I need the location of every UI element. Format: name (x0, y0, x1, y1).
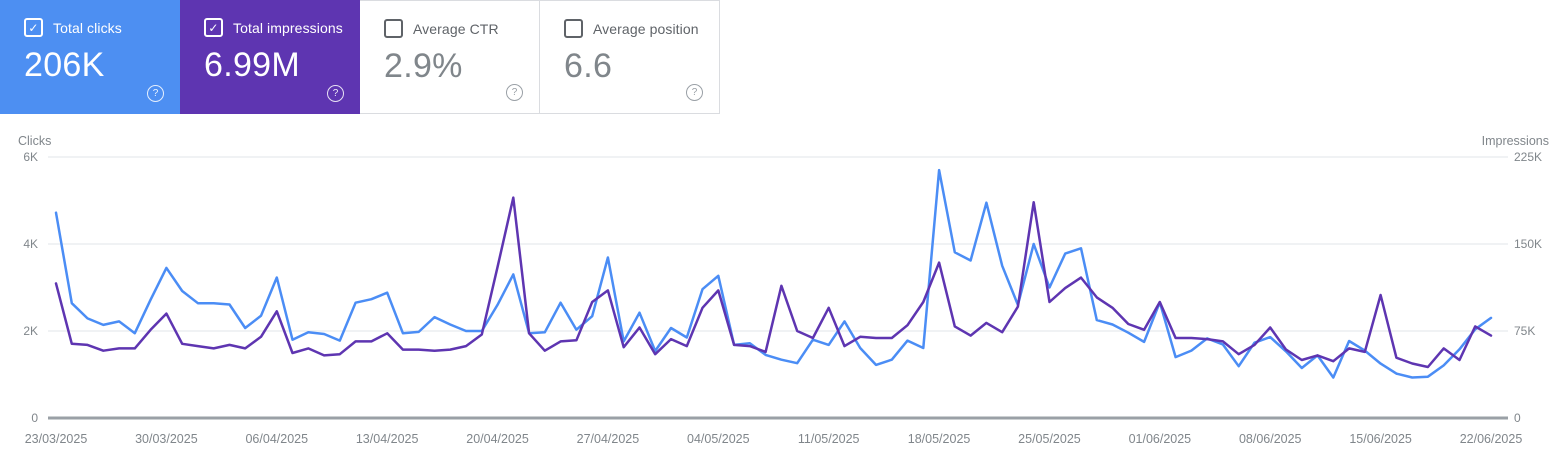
checkmark-icon: ✓ (208, 20, 219, 35)
card-label: Total impressions (233, 19, 343, 36)
average-ctr-value: 2.9% (384, 47, 463, 85)
x-axis-tick: 04/05/2025 (687, 432, 750, 446)
card-average-ctr[interactable]: Average CTR 2.9% ? (360, 0, 540, 114)
impressions-line (54, 196, 1493, 369)
card-label: Average CTR (413, 20, 499, 37)
y-axis-tick-right: 0 (1514, 411, 1521, 425)
x-axis-tick: 20/04/2025 (466, 432, 529, 446)
x-axis-tick: 30/03/2025 (135, 432, 198, 446)
x-axis-tick: 15/06/2025 (1349, 432, 1412, 446)
y-axis-tick-left: 6K (23, 150, 38, 164)
x-axis-tick: 25/05/2025 (1018, 432, 1081, 446)
y-axis-tick-right: 75K (1514, 324, 1536, 338)
card-total-impressions[interactable]: ✓ Total impressions 6.99M ? (180, 0, 360, 114)
total-impressions-checkbox[interactable]: ✓ (204, 18, 223, 37)
x-axis-tick: 18/05/2025 (907, 432, 971, 446)
help-icon[interactable]: ? (327, 85, 344, 102)
card-label: Total clicks (53, 19, 122, 36)
total-clicks-value: 206K (24, 46, 105, 84)
left-axis-title: Clicks (18, 134, 52, 148)
right-axis-title: Impressions (1481, 134, 1549, 148)
total-clicks-checkbox[interactable]: ✓ (24, 18, 43, 37)
x-axis-tick: 22/06/2025 (1459, 432, 1523, 446)
x-axis-tick: 11/05/2025 (797, 432, 860, 446)
average-position-checkbox[interactable] (564, 19, 583, 38)
help-icon[interactable]: ? (686, 84, 703, 101)
y-axis-tick-right: 150K (1514, 237, 1543, 251)
help-icon[interactable]: ? (147, 85, 164, 102)
x-axis-tick: 13/04/2025 (355, 432, 419, 446)
x-axis-tick: 06/04/2025 (245, 432, 309, 446)
card-label: Average position (593, 20, 699, 37)
chart-canvas (48, 156, 1508, 420)
performance-chart: Clicks Impressions 6K 4K 2K 0 225K 150K 75K 0 23… (0, 114, 1557, 474)
y-axis-tick-left: 4K (23, 237, 38, 251)
card-total-clicks[interactable]: ✓ Total clicks 206K ? (0, 0, 180, 114)
y-axis-tick-right: 225K (1514, 150, 1543, 164)
x-axis-tick: 01/06/2025 (1128, 432, 1192, 446)
y-axis-tick-left: 0 (31, 411, 38, 425)
y-axis-tick-left: 2K (23, 324, 38, 338)
x-axis-tick: 08/06/2025 (1238, 432, 1302, 446)
clicks-line (54, 168, 1493, 379)
checkmark-icon: ✓ (28, 20, 39, 35)
x-axis-tick: 23/03/2025 (24, 432, 88, 446)
x-axis-tick: 27/04/2025 (576, 432, 640, 446)
average-ctr-checkbox[interactable] (384, 19, 403, 38)
total-impressions-value: 6.99M (204, 46, 300, 84)
help-icon[interactable]: ? (506, 84, 523, 101)
card-average-position[interactable]: Average position 6.6 ? (540, 0, 720, 114)
average-position-value: 6.6 (564, 47, 613, 85)
metric-cards: ✓ Total clicks 206K ? ✓ Total impression… (0, 0, 1557, 114)
